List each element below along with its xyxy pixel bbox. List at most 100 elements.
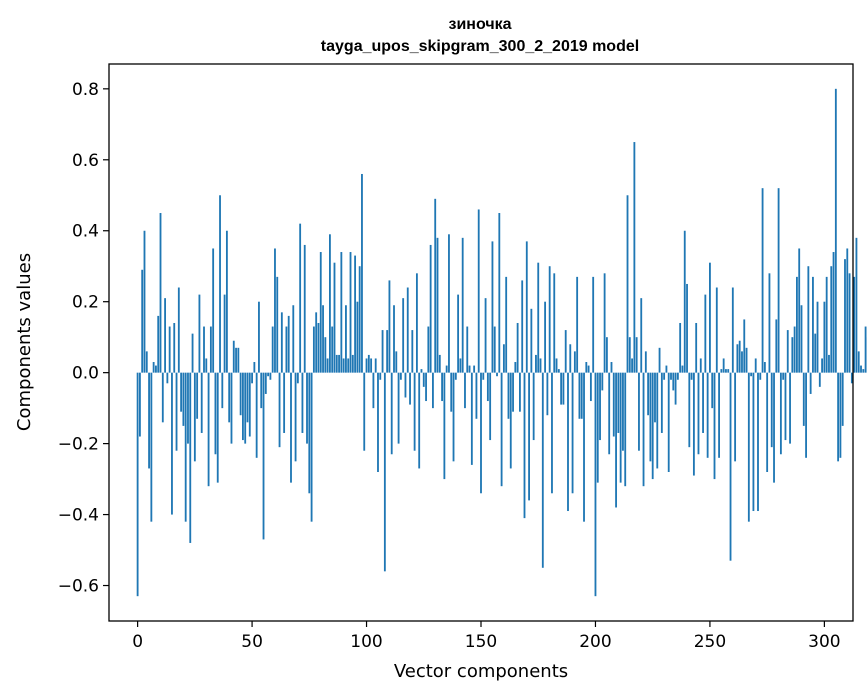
bar-component-68 [292, 305, 295, 373]
chart-subtitle: tayga_upos_skipgram_300_2_2019 model [321, 38, 639, 55]
bar-component-308 [841, 372, 844, 426]
bar-component-286 [791, 337, 794, 373]
bar-component-225 [651, 372, 654, 480]
bar-component-245 [697, 372, 700, 455]
x-axis-label: Vector components [394, 661, 568, 682]
bar-component-190 [571, 372, 574, 494]
bar-component-35 [216, 372, 219, 483]
bar-component-178 [544, 301, 547, 373]
bar-component-202 [599, 372, 601, 441]
bar-component-28 [200, 372, 203, 433]
bar-component-317 [862, 369, 865, 373]
bar-component-0 [136, 372, 139, 597]
bar-component-234 [672, 372, 675, 391]
bar-component-241 [688, 372, 691, 448]
bar-component-214 [626, 195, 629, 373]
bar-component-153 [486, 372, 489, 402]
bar-component-223 [647, 372, 650, 416]
bar-component-88 [338, 354, 340, 373]
bar-component-259 [729, 372, 732, 561]
bar-component-53 [258, 301, 260, 373]
bar-component-222 [644, 351, 647, 373]
bar-component-268 [750, 372, 753, 377]
bar-component-16 [173, 322, 176, 373]
x-axis-ticks: 0 50 100 150 200 250 300 [132, 621, 841, 652]
bar-component-125 [422, 372, 425, 387]
bar-component-4 [145, 351, 148, 373]
bar-component-173 [532, 372, 535, 441]
bar-component-40 [228, 372, 231, 423]
bar-component-124 [420, 369, 423, 373]
bar-component-114 [397, 372, 400, 444]
bar-component-307 [839, 372, 842, 458]
bar-component-273 [761, 188, 764, 373]
x-tick-label: 150 [465, 632, 497, 652]
bar-component-71 [299, 223, 302, 373]
bar-component-176 [539, 358, 542, 373]
bar-component-316 [860, 365, 862, 373]
bar-component-170 [525, 241, 528, 373]
bar-component-139 [454, 372, 457, 380]
bar-component-104 [374, 358, 377, 373]
bar-component-89 [340, 252, 343, 373]
bar-component-243 [692, 372, 695, 476]
bar-component-156 [493, 326, 496, 373]
x-tick-label: 200 [579, 632, 611, 652]
y-tick-label: −0.6 [58, 577, 99, 597]
bar-component-147 [473, 365, 476, 373]
bar-component-119 [409, 372, 411, 405]
bar-component-220 [640, 298, 643, 373]
bar-component-130 [434, 198, 437, 373]
bar-component-228 [658, 347, 661, 373]
bar-component-247 [702, 372, 704, 433]
bar-component-304 [832, 252, 835, 373]
x-tick-label: 50 [241, 632, 263, 652]
bar-component-157 [496, 372, 498, 377]
bar-component-172 [530, 308, 533, 373]
bar-component-285 [789, 372, 791, 444]
bar-component-29 [203, 326, 205, 373]
bar-component-86 [333, 262, 336, 373]
bar-component-311 [848, 273, 851, 373]
bar-component-262 [736, 344, 739, 373]
bar-component-242 [690, 372, 693, 380]
bar-component-61 [276, 276, 279, 373]
bar-component-264 [741, 351, 743, 373]
x-tick-label: 0 [132, 632, 143, 652]
bar-component-274 [763, 362, 766, 373]
bar-component-92 [347, 358, 350, 373]
x-tick-label: 250 [694, 632, 726, 652]
bar-component-26 [196, 372, 199, 419]
bar-component-269 [752, 372, 755, 512]
bar-component-143 [464, 372, 466, 409]
bar-component-288 [796, 276, 798, 373]
bar-component-128 [429, 244, 432, 373]
bar-component-219 [638, 372, 640, 451]
bar-component-299 [821, 358, 824, 373]
bar-component-94 [351, 354, 354, 373]
bar-component-111 [390, 372, 393, 455]
bar-component-186 [562, 372, 565, 405]
bar-component-266 [745, 347, 748, 373]
bar-component-105 [377, 372, 379, 472]
bar-component-193 [578, 372, 581, 419]
bar-component-236 [676, 372, 679, 380]
bar-component-32 [209, 326, 212, 373]
bar-component-199 [592, 276, 595, 373]
bar-component-248 [704, 294, 707, 373]
bar-component-161 [505, 276, 508, 373]
bar-component-36 [219, 195, 221, 373]
bar-component-73 [303, 244, 306, 373]
bar-component-85 [331, 326, 334, 373]
bar-component-196 [585, 362, 588, 373]
bar-component-159 [500, 372, 503, 487]
bar-component-122 [415, 273, 418, 373]
bar-component-110 [388, 280, 391, 373]
bar-component-22 [187, 372, 189, 444]
bar-component-2 [141, 269, 144, 373]
bar-component-300 [823, 301, 826, 373]
bar-component-212 [622, 372, 624, 451]
bar-component-277 [770, 372, 773, 448]
bar-component-87 [335, 354, 338, 373]
